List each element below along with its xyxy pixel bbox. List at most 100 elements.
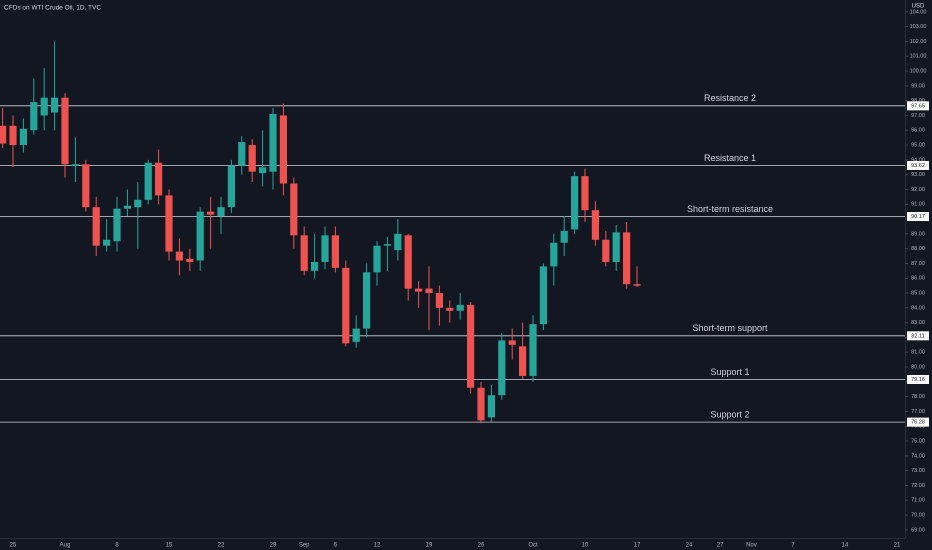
candle-body: [186, 259, 194, 262]
candle-body: [498, 340, 506, 396]
candle-body: [529, 324, 537, 376]
y-tick-label: 84.00: [911, 305, 925, 311]
candle-body: [623, 232, 631, 285]
y-tick-label: 77.00: [911, 409, 925, 415]
candle-body: [363, 272, 371, 329]
level-name: Resistance 2: [704, 93, 756, 103]
candle-body: [519, 346, 527, 376]
candle-body: [394, 233, 402, 251]
candle-body: [425, 288, 433, 294]
candle-body: [311, 261, 319, 271]
chart-title: CFDs on WTI Crude Oil, 1D, TVC: [4, 5, 101, 12]
level-name: Resistance 1: [704, 153, 756, 163]
candle-body: [612, 232, 620, 262]
candle-body: [571, 176, 579, 230]
currency: USD: [912, 4, 925, 10]
y-tick-label: 102.00: [910, 39, 927, 45]
candle-body: [40, 97, 48, 116]
candle-body: [539, 266, 547, 325]
x-tick-label: 21: [894, 543, 901, 549]
candle-body: [373, 245, 381, 273]
x-tick-label: 7: [791, 543, 795, 549]
x-tick-label: 14: [842, 543, 849, 549]
level-price-label: 97.65: [911, 103, 925, 109]
y-tick-label: 94.00: [911, 157, 925, 163]
x-tick-label: 6: [334, 543, 338, 549]
candle-body: [123, 205, 131, 209]
x-tick-label: 15: [166, 543, 173, 549]
candle-body: [259, 167, 267, 174]
candle-body: [248, 145, 256, 172]
x-tick-label: 22: [218, 543, 225, 549]
candle-body: [404, 235, 412, 289]
y-tick-label: 71.00: [911, 498, 925, 504]
x-tick-label: 17: [634, 543, 641, 549]
y-tick-label: 86.00: [911, 276, 925, 282]
x-tick-label: 8: [115, 543, 119, 549]
y-tick-label: 91.00: [911, 202, 925, 208]
y-tick-label: 74.00: [911, 453, 925, 459]
candle-body: [92, 207, 100, 246]
x-tick-label: Nov: [746, 543, 757, 549]
candle-body: [300, 235, 308, 271]
level-price-label: 93.62: [911, 163, 925, 169]
x-tick-label: Oct: [528, 543, 538, 549]
candle-body: [446, 307, 454, 311]
candle-body: [435, 293, 443, 308]
candle-body: [591, 210, 599, 240]
level-price-tag: [907, 101, 929, 111]
candle-body: [61, 97, 69, 165]
candle-body: [279, 115, 287, 184]
level-price-tag: [907, 417, 929, 427]
y-tick-label: 101.00: [910, 54, 927, 60]
y-tick-label: 78.00: [911, 394, 925, 400]
candle-body: [134, 199, 142, 208]
candle-body: [487, 395, 495, 418]
y-tick-label: 97.00: [911, 113, 925, 119]
candle-body: [0, 125, 7, 144]
candle-body: [71, 164, 79, 166]
y-tick-label: 100.00: [910, 68, 927, 74]
candle-body: [508, 340, 516, 345]
level-price-tag: [907, 212, 929, 222]
candle-body: [144, 162, 152, 200]
candle-body: [238, 142, 246, 166]
candle-body: [269, 113, 277, 172]
level-price-tag: [907, 160, 929, 170]
candle-body: [82, 164, 90, 208]
x-tick-label: Aug: [60, 543, 71, 549]
candle-body: [383, 244, 391, 246]
candle-body: [602, 239, 610, 262]
y-tick-label: 83.00: [911, 320, 925, 326]
y-tick-label: 92.00: [911, 187, 925, 193]
level-name: Support 1: [710, 367, 749, 377]
level-price-label: 90.17: [911, 214, 925, 220]
candle-body: [51, 97, 59, 113]
candle-body: [19, 128, 27, 146]
y-tick-label: 85.00: [911, 291, 925, 297]
x-tick-label: 12: [374, 543, 381, 549]
candle-body: [155, 162, 163, 196]
level-name: Short-term support: [692, 323, 768, 333]
y-tick-label: 80.00: [911, 365, 925, 371]
x-tick-label: 26: [478, 543, 485, 549]
candle-body: [9, 125, 17, 146]
candle-body: [560, 230, 568, 243]
y-tick-label: 95.00: [911, 142, 925, 148]
y-tick-label: 72.00: [911, 483, 925, 489]
x-tick-label: 29: [270, 543, 277, 549]
y-tick-label: 69.00: [911, 527, 925, 533]
level-name: Support 2: [710, 409, 749, 419]
x-tick-label: Sep: [299, 543, 310, 549]
y-tick-label: 98.00: [911, 98, 925, 104]
candle-body: [30, 102, 38, 131]
candle-body: [342, 267, 350, 344]
candle-body: [227, 165, 235, 208]
candle-body: [196, 211, 204, 261]
y-tick-label: 76.00: [911, 424, 925, 430]
candle-body: [477, 387, 485, 421]
y-tick-label: 81.00: [911, 350, 925, 356]
candle-body: [415, 288, 423, 292]
y-tick-label: 87.00: [911, 261, 925, 267]
